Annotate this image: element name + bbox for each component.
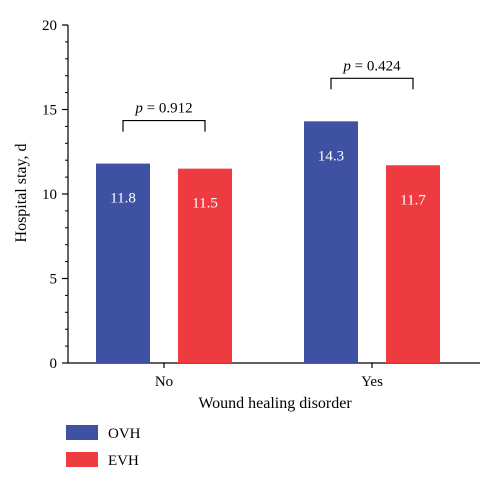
y-axis-title: Hospital stay, d	[13, 144, 30, 243]
bars	[96, 121, 440, 363]
bar-ovh-no	[96, 163, 150, 363]
x-tick-label: Yes	[361, 374, 383, 390]
bar-value-labels: 11.8 14.3 11.5 11.7	[110, 148, 426, 211]
x-tick-label: No	[155, 374, 173, 390]
y-tick-label: 0	[50, 356, 58, 372]
y-tick-label: 5	[50, 272, 58, 288]
y-tick-label: 20	[42, 18, 57, 34]
legend: OVH EVH	[66, 425, 141, 469]
y-axis: 0 5 10 15 20	[42, 18, 69, 372]
p-value-label: p = 0.424	[342, 58, 401, 74]
bar-ovh-yes	[304, 121, 358, 363]
legend-label: EVH	[108, 453, 139, 469]
bar-value-label: 11.7	[400, 192, 426, 208]
bar-value-label: 14.3	[318, 148, 344, 164]
p-value: = 0.912	[143, 101, 193, 117]
legend-swatch-ovh	[66, 425, 98, 440]
bar-evh-yes	[386, 165, 440, 363]
p-value-label: p = 0.912	[134, 101, 192, 117]
y-tick-label: 15	[42, 103, 57, 119]
y-tick-label: 10	[42, 187, 57, 203]
bar-value-label: 11.5	[192, 196, 218, 212]
x-axis-title: Wound healing disorder	[198, 395, 352, 412]
significance-bracket	[122, 119, 206, 132]
p-symbol: p	[342, 58, 351, 74]
bar-value-label: 11.8	[110, 191, 136, 207]
x-axis: No Yes	[68, 362, 480, 390]
legend-swatch-evh	[66, 452, 98, 467]
bar-evh-no	[178, 168, 232, 363]
significance-bracket	[330, 77, 414, 90]
p-symbol: p	[134, 101, 143, 117]
p-value: = 0.424	[351, 58, 401, 74]
legend-label: OVH	[108, 426, 141, 442]
